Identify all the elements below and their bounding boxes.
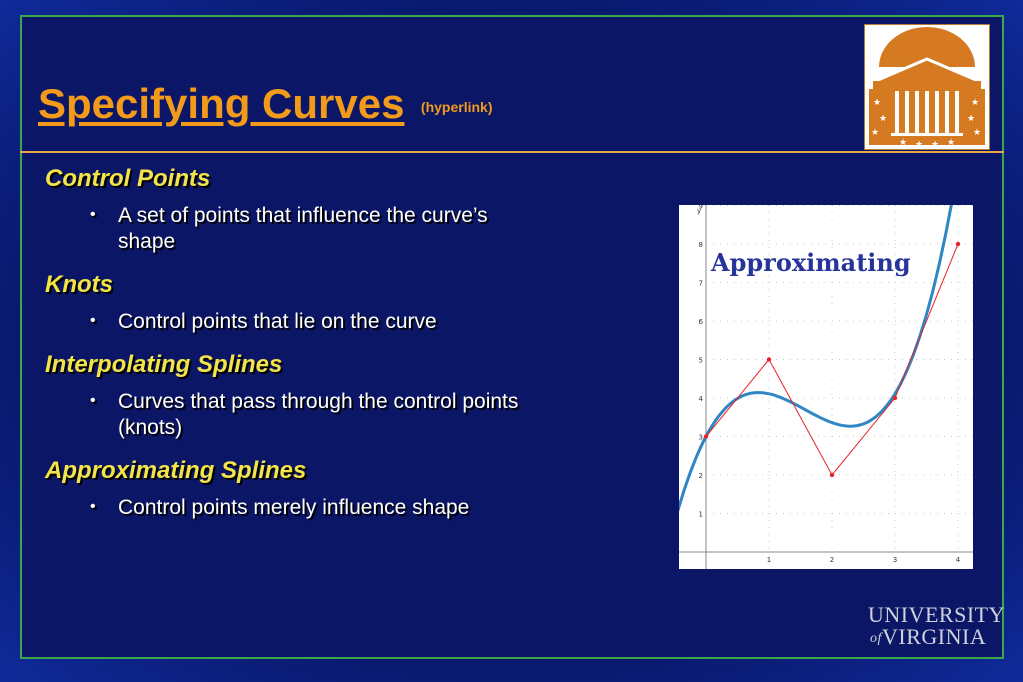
wordmark-of: of [870, 631, 882, 646]
y-tick-label: 5 [699, 357, 703, 365]
svg-text:★: ★ [971, 98, 979, 108]
bullet-item: • A set of points that influence the curv… [45, 203, 538, 255]
y-axis-label: y [697, 207, 701, 215]
control-point [766, 357, 772, 362]
bullet-dot-icon: • [90, 498, 96, 515]
y-tick-label: 4 [699, 395, 704, 403]
bullet-dot-icon: • [90, 312, 96, 329]
section-heading: Approximating Splines [45, 457, 307, 484]
y-tick-label: 7 [699, 280, 703, 288]
spline-plot: 1 2 3 4 1 2 3 4 5 6 7 8 9y Approximating [676, 127, 973, 569]
hyperlink-note: (hyperlink) [420, 99, 493, 115]
svg-text:★: ★ [899, 138, 907, 148]
y-tick-label: 1 [699, 511, 703, 519]
bullet-text: A set of points that influence the curve… [118, 204, 488, 253]
svg-text:★: ★ [879, 114, 887, 124]
section-heading: Control Points [45, 165, 211, 192]
figure-label: Approximating [710, 248, 911, 277]
approximating-spline-figure: 1 2 3 4 1 2 3 4 5 6 7 8 9 y Approximating [676, 127, 973, 569]
svg-text:★: ★ [967, 114, 975, 124]
y-tick-label: 2 [699, 472, 703, 480]
bullet-dot-icon: • [90, 206, 96, 223]
wordmark-virginia: VIRGINIA [882, 624, 987, 649]
control-point [955, 241, 961, 247]
slide-content: Control Points • A set of points that infl… [45, 165, 605, 537]
y-tick-label: 6 [699, 318, 704, 326]
svg-text:★: ★ [871, 128, 879, 138]
slide-title-link[interactable]: Specifying Curves [38, 80, 405, 127]
bullet-dot-icon: • [90, 392, 96, 409]
svg-text:★: ★ [873, 98, 881, 108]
university-of-virginia-wordmark: UNIVERSITY of VIRGINIA [868, 604, 1005, 648]
svg-text:★: ★ [973, 128, 981, 138]
title-divider [20, 151, 1004, 153]
y-tick-label: 8 [699, 241, 703, 249]
rotunda-icon: ★★★ ★★★ ★ ★ ★ ★ [865, 25, 989, 150]
bullet-text: Control points that lie on the curve [118, 310, 437, 333]
svg-text:★: ★ [931, 140, 939, 149]
svg-text:★: ★ [947, 138, 955, 148]
bullet-item: • Control points that lie on the curve [45, 309, 538, 335]
x-tick-label: 3 [893, 556, 897, 564]
bullet-item: • Curves that pass through the control po… [45, 389, 538, 441]
wordmark-line2: of VIRGINIA [868, 626, 1005, 648]
control-point [703, 434, 709, 439]
svg-text:★: ★ [915, 140, 923, 149]
y-tick-label: 9 [699, 205, 703, 211]
section-heading: Knots [45, 271, 113, 298]
title-row: Specifying Curves (hyperlink) [38, 80, 493, 128]
rotunda-logo: ★ ★ ★ ★ ★ ★ ★ ★ ★ ★ [864, 24, 990, 150]
bullet-item: • Control points merely influence shape [45, 495, 538, 521]
x-tick-label: 4 [956, 556, 961, 564]
x-tick-label: 2 [830, 556, 834, 564]
control-point [892, 395, 898, 401]
control-point [829, 472, 835, 478]
bullet-text: Curves that pass through the control poi… [118, 390, 519, 439]
section-heading: Interpolating Splines [45, 351, 283, 378]
y-tick-label: 3 [699, 434, 703, 442]
wordmark-line1: UNIVERSITY [868, 602, 1005, 627]
x-tick-label: 1 [767, 556, 771, 564]
bullet-text: Control points merely influence shape [118, 496, 470, 519]
